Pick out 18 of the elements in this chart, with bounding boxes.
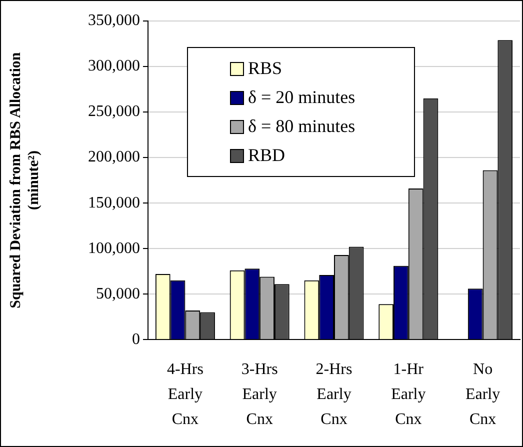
legend-label: RBD: [248, 145, 286, 166]
x-tick-label: 1-Hr Early Cnx: [391, 361, 426, 428]
x-tick-label: 3-Hrs Early Cnx: [241, 361, 278, 428]
y-tick-label: 200,000: [88, 148, 140, 166]
y-tick-label: 250,000: [88, 103, 140, 120]
y-tick-label: 300,000: [88, 58, 140, 75]
x-tick-label: 2-Hrs Early Cnx: [316, 361, 352, 428]
x-tick-label: 4-Hrs Early Cnx: [166, 361, 204, 428]
y-tick-label: 0: [132, 330, 140, 348]
y-tick-label: 150,000: [88, 194, 140, 212]
x-tick-label: No Early Cnx: [465, 361, 500, 428]
legend-label: δ = 80 minutes: [248, 116, 356, 137]
y-tick-label: 100,000: [88, 240, 140, 257]
legend-label: RBS: [248, 58, 282, 79]
y-axis-title: Squared Deviation from RBS Allocation (minute²): [8, 52, 42, 308]
y-tick-label: 50,000: [96, 285, 140, 302]
legend-label: δ = 20 minutes: [248, 87, 356, 108]
y-tick-label: 350,000: [88, 12, 140, 30]
